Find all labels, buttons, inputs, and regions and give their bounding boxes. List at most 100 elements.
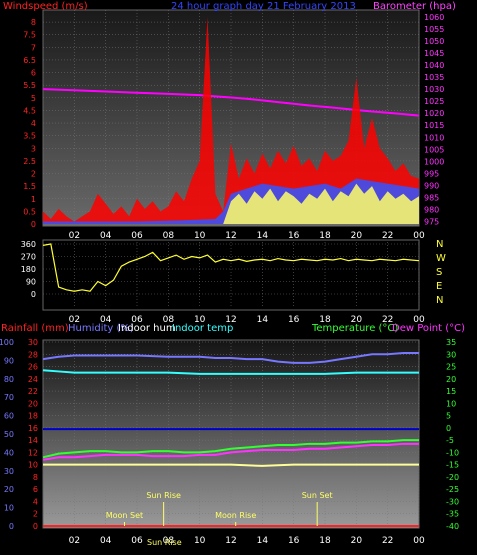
temp-ytick-label: 25	[446, 363, 456, 372]
compass-label: E	[436, 281, 442, 292]
wind-xtick-label: 14	[257, 231, 269, 241]
legend-item: Dew Point (°C)	[392, 323, 465, 334]
legend-item: Temperature (°C)	[311, 323, 398, 334]
astro-label: Sun Rise	[146, 491, 181, 500]
wind-xtick-label: 12	[225, 231, 236, 241]
baro-ytick-label: 1045	[424, 49, 444, 58]
rain-ytick-label: 26	[28, 363, 38, 372]
legend-item: Humidity (%)	[68, 323, 134, 334]
temp-ytick-label: -10	[446, 448, 459, 457]
baro-ytick-label: 1050	[424, 37, 444, 46]
wind-ytick-label: 1.5	[23, 182, 36, 191]
humidity-ytick-label: 30	[4, 467, 14, 476]
temp-xtick-label: 20	[351, 536, 363, 546]
legend-item: Indoor hum	[118, 323, 176, 334]
temp-xtick-label: 10	[194, 536, 206, 546]
baro-ytick-label: 995	[424, 169, 439, 178]
wind-ytick-label: 4	[31, 119, 36, 128]
rain-ytick-label: 18	[28, 412, 38, 421]
temp-ytick-label: 30	[446, 350, 456, 359]
temp-ytick-label: -15	[446, 461, 459, 470]
bottom-sunrise-label: Sun Rise	[147, 538, 182, 547]
wind-xtick-label: 04	[100, 231, 112, 241]
temp-ytick-label: -20	[446, 473, 459, 482]
wind-ytick-label: 2	[31, 170, 36, 179]
rain-ytick-label: 12	[28, 448, 38, 457]
baro-ytick-label: 1060	[424, 13, 444, 22]
wind-xtick-label: 10	[194, 231, 206, 241]
temp-xtick-label: 08	[163, 536, 175, 546]
baro-ytick-label: 1015	[424, 121, 444, 130]
dir-xtick-label: 20	[351, 315, 363, 325]
temp-ytick-label: 15	[446, 387, 456, 396]
humidity-ytick-label: 0	[9, 522, 14, 531]
rain-ytick-label: 0	[33, 522, 38, 531]
rain-ytick-label: 20	[28, 399, 38, 408]
rain-ytick-label: 22	[28, 387, 38, 396]
series-line-2	[42, 439, 419, 459]
wind-ytick-label: 7	[31, 43, 36, 52]
temp-ytick-label: 0	[446, 424, 451, 433]
dir-xtick-label: 02	[69, 315, 80, 325]
astro-label: Moon Rise	[215, 511, 256, 520]
wind-ytick-label: 5	[31, 94, 36, 103]
baro-ytick-label: 1025	[424, 97, 444, 106]
baro-ytick-label: 1005	[424, 145, 444, 154]
wind-ytick-label: 0.5	[23, 207, 36, 216]
astro-label: Moon Set	[106, 511, 143, 520]
baro-ytick-label: 1055	[424, 25, 444, 34]
legend-item: Indoor temp	[172, 323, 233, 334]
wind-xtick-label: 06	[131, 231, 143, 241]
rain-ytick-label: 16	[28, 424, 38, 433]
dir-xtick-label: 16	[288, 315, 300, 325]
dir-ytick-label: 180	[21, 265, 36, 274]
wind-xtick-label: 20	[351, 231, 363, 241]
wind-axis-label: Windspeed (m/s)	[3, 1, 88, 12]
wind-xtick-label: 08	[163, 231, 175, 241]
wind-ytick-label: 8	[31, 18, 36, 27]
baro-ytick-label: 1020	[424, 109, 444, 118]
wind-ytick-label: 5.5	[23, 81, 36, 90]
humidity-ytick-label: 50	[4, 430, 14, 439]
dir-ytick-label: 90	[26, 278, 36, 287]
temp-xtick-label: 14	[257, 536, 269, 546]
series-line-0	[42, 352, 419, 364]
chart-title: 24 hour graph day 21 February 2013	[171, 1, 356, 12]
temp-ytick-label: -30	[446, 497, 459, 506]
rain-ytick-label: 4	[33, 497, 38, 506]
humidity-ytick-label: 100	[0, 338, 14, 347]
temp-xtick-label: 12	[225, 536, 236, 546]
baro-ytick-label: 1040	[424, 61, 444, 70]
astro-label: Sun Set	[302, 491, 333, 500]
rain-ytick-label: 10	[28, 461, 38, 470]
temp-xtick-label: 06	[131, 536, 143, 546]
wind-ytick-label: 6.5	[23, 56, 36, 65]
legend-item: Rainfall (mm)	[1, 323, 69, 334]
temp-ytick-label: -25	[446, 485, 459, 494]
dir-ytick-label: 0	[31, 290, 36, 299]
humidity-ytick-label: 10	[4, 504, 14, 513]
dir-ytick-label: 360	[21, 240, 36, 249]
humidity-ytick-label: 70	[4, 393, 14, 402]
temp-ytick-label: -35	[446, 510, 459, 519]
dir-xtick-label: 22	[382, 315, 393, 325]
dir-xtick-label: 10	[194, 315, 206, 325]
humidity-ytick-label: 90	[4, 356, 14, 365]
series-line-4	[43, 463, 419, 467]
wind-ytick-label: 6	[31, 69, 36, 78]
dir-xtick-label: 14	[257, 315, 269, 325]
baro-ytick-label: 1030	[424, 85, 444, 94]
wind-ytick-label: 7.5	[23, 31, 36, 40]
rain-ytick-label: 14	[28, 436, 38, 445]
temp-ytick-label: 35	[446, 338, 456, 347]
compass-label: S	[436, 267, 442, 278]
baro-ytick-label: 975	[424, 218, 439, 227]
temp-ytick-label: 20	[446, 375, 456, 384]
dir-xtick-label: 12	[225, 315, 236, 325]
wind-ytick-label: 2.5	[23, 157, 36, 166]
wind-direction-line	[42, 243, 420, 292]
temp-xtick-label: 02	[69, 536, 80, 546]
wind-series-3	[43, 183, 419, 224]
wind-ytick-label: 4.5	[23, 106, 36, 115]
wind-xtick-label: 18	[319, 231, 331, 241]
